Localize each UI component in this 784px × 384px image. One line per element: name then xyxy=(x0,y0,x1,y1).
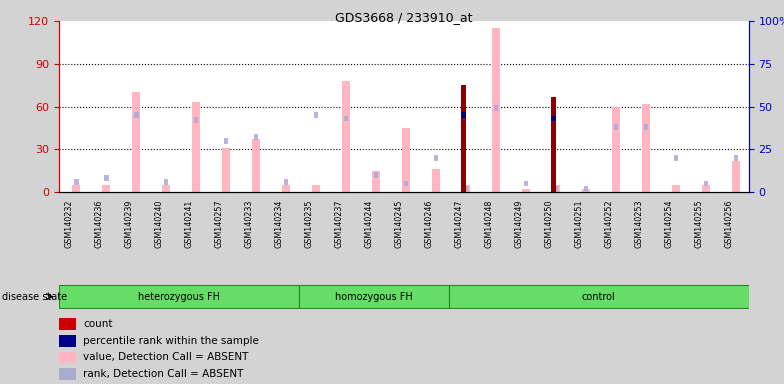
Bar xyxy=(702,185,710,192)
Text: count: count xyxy=(83,319,113,329)
Bar xyxy=(192,102,201,192)
Bar xyxy=(462,185,470,192)
Text: GSM140252: GSM140252 xyxy=(604,200,614,248)
Bar xyxy=(551,97,556,192)
Text: GSM140257: GSM140257 xyxy=(215,200,223,248)
Bar xyxy=(673,155,678,161)
Bar xyxy=(314,112,318,118)
Bar xyxy=(582,189,590,192)
Bar xyxy=(59,318,76,330)
Text: GSM140254: GSM140254 xyxy=(665,200,673,248)
Bar xyxy=(72,185,81,192)
Bar xyxy=(704,180,709,186)
Bar xyxy=(372,170,380,192)
Bar xyxy=(462,112,466,118)
Bar xyxy=(642,104,651,192)
Text: GSM140255: GSM140255 xyxy=(695,200,704,248)
Bar xyxy=(284,179,289,185)
Bar xyxy=(222,148,230,192)
Text: GSM140256: GSM140256 xyxy=(724,200,734,248)
Text: GSM140233: GSM140233 xyxy=(245,200,254,248)
Bar xyxy=(612,107,620,192)
Bar xyxy=(734,155,739,161)
Text: disease state: disease state xyxy=(2,291,67,302)
Bar xyxy=(494,106,499,111)
Text: heterozygous FH: heterozygous FH xyxy=(138,291,220,302)
Text: GSM140253: GSM140253 xyxy=(635,200,644,248)
FancyBboxPatch shape xyxy=(448,285,749,308)
Bar xyxy=(552,185,561,192)
Text: GSM140234: GSM140234 xyxy=(274,200,284,248)
Bar xyxy=(104,175,108,181)
Bar xyxy=(224,138,228,144)
Bar xyxy=(59,335,76,346)
Bar xyxy=(374,172,379,178)
Bar xyxy=(134,112,139,118)
Bar xyxy=(102,185,111,192)
Text: percentile rank within the sample: percentile rank within the sample xyxy=(83,336,260,346)
Text: homozygous FH: homozygous FH xyxy=(335,291,412,302)
Bar xyxy=(462,85,466,192)
Bar xyxy=(132,92,140,192)
Bar xyxy=(551,116,556,121)
Text: GSM140236: GSM140236 xyxy=(95,200,103,248)
Text: GSM140250: GSM140250 xyxy=(545,200,554,248)
Bar xyxy=(614,124,619,130)
Text: GSM140235: GSM140235 xyxy=(305,200,314,248)
Bar xyxy=(402,128,410,192)
Text: value, Detection Call = ABSENT: value, Detection Call = ABSENT xyxy=(83,353,249,362)
Bar xyxy=(464,186,469,192)
Text: GSM140251: GSM140251 xyxy=(575,200,584,248)
Bar xyxy=(59,368,76,380)
Bar xyxy=(492,28,500,192)
Text: GSM140240: GSM140240 xyxy=(154,200,164,248)
Bar xyxy=(524,180,528,186)
Text: GSM140239: GSM140239 xyxy=(125,200,134,248)
FancyBboxPatch shape xyxy=(59,285,299,308)
Bar xyxy=(434,155,438,161)
Bar xyxy=(672,185,681,192)
Bar xyxy=(312,185,321,192)
Text: GSM140244: GSM140244 xyxy=(365,200,374,248)
Bar xyxy=(644,124,648,130)
Text: GSM140248: GSM140248 xyxy=(485,200,494,248)
Bar xyxy=(732,161,740,192)
Bar xyxy=(194,118,198,123)
Text: control: control xyxy=(582,291,615,302)
Text: GDS3668 / 233910_at: GDS3668 / 233910_at xyxy=(335,12,473,25)
Bar xyxy=(252,139,260,192)
Text: GSM140247: GSM140247 xyxy=(455,200,464,248)
FancyBboxPatch shape xyxy=(299,285,448,308)
Bar xyxy=(282,185,290,192)
Text: GSM140237: GSM140237 xyxy=(335,200,343,248)
Bar xyxy=(162,185,170,192)
Text: rank, Detection Call = ABSENT: rank, Detection Call = ABSENT xyxy=(83,369,244,379)
Bar xyxy=(254,134,259,140)
Text: GSM140246: GSM140246 xyxy=(425,200,434,248)
Bar xyxy=(554,186,558,192)
Bar xyxy=(59,352,76,363)
Bar xyxy=(164,179,169,185)
Bar xyxy=(522,189,530,192)
Text: GSM140249: GSM140249 xyxy=(515,200,524,248)
Text: GSM140241: GSM140241 xyxy=(185,200,194,248)
Bar xyxy=(344,116,348,121)
Bar xyxy=(584,186,589,192)
Text: GSM140232: GSM140232 xyxy=(65,200,74,248)
Bar xyxy=(432,169,441,192)
Text: GSM140245: GSM140245 xyxy=(395,200,404,248)
Bar xyxy=(74,179,78,185)
Bar xyxy=(404,180,408,186)
Bar xyxy=(342,81,350,192)
